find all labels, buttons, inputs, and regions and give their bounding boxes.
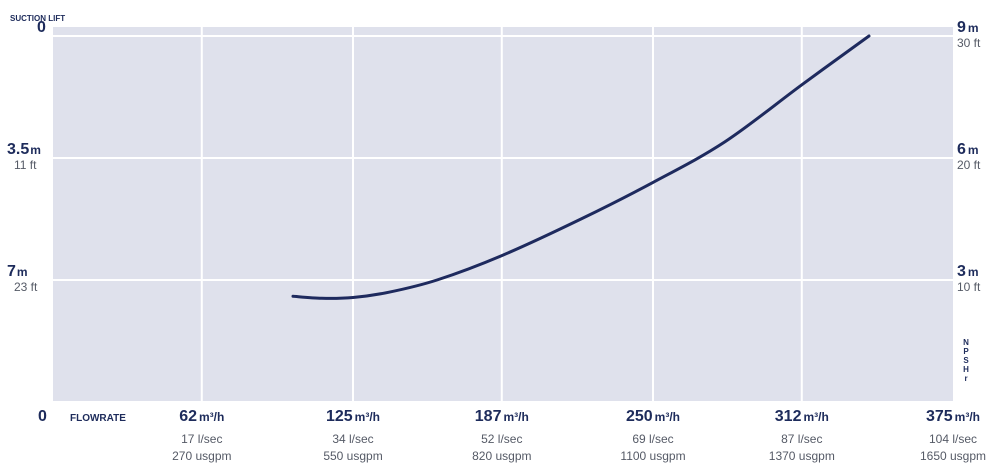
grid-lines bbox=[53, 27, 953, 403]
x-tick-label: 250 m³/h bbox=[626, 408, 680, 425]
x-tick-sub-lsec: 52 l/sec bbox=[481, 432, 522, 446]
x-tick-label: 312 m³/h bbox=[775, 408, 829, 425]
x-tick-label: 125 m³/h bbox=[326, 408, 380, 425]
left-axis-title: SUCTION LIFT bbox=[10, 14, 65, 23]
x-tick-label: 62 m³/h bbox=[179, 408, 224, 425]
right-axis-title-letter: r bbox=[964, 374, 967, 383]
right-tick-sub: 30 ft bbox=[957, 36, 981, 50]
x-tick-sub-usgpm: 820 usgpm bbox=[472, 449, 531, 463]
x-tick-sub-usgpm: 550 usgpm bbox=[323, 449, 382, 463]
left-tick-label: 0 bbox=[37, 19, 46, 36]
x-tick-label: 187 m³/h bbox=[475, 408, 529, 425]
x-axis-title: FLOWRATE bbox=[70, 413, 126, 424]
left-tick-label: 7m bbox=[7, 263, 28, 280]
right-tick-sub: 10 ft bbox=[957, 280, 981, 294]
x-tick-label: 375 m³/h bbox=[926, 408, 980, 425]
right-axis-title-letter: N bbox=[963, 338, 969, 347]
x-tick-sub-usgpm: 1100 usgpm bbox=[620, 449, 685, 463]
x-tick-sub-usgpm: 1650 usgpm bbox=[920, 449, 986, 463]
left-tick-sub: 23 ft bbox=[14, 280, 38, 294]
right-axis-ticks: 9 m30 ft 6 m20 ft 3 m10 ft bbox=[957, 19, 981, 294]
x-tick-sub-lsec: 87 l/sec bbox=[781, 432, 822, 446]
series-layer bbox=[291, 34, 871, 300]
right-axis-title-letter: H bbox=[963, 365, 969, 374]
right-tick-sub: 20 ft bbox=[957, 158, 981, 172]
x-origin-label: 0 bbox=[38, 408, 47, 425]
x-tick-sub-usgpm: 270 usgpm bbox=[172, 449, 231, 463]
right-axis-title-letter: S bbox=[963, 356, 969, 365]
plot-area bbox=[53, 27, 953, 403]
x-tick-sub-usgpm: 1370 usgpm bbox=[769, 449, 835, 463]
left-tick-sub: 11 ft bbox=[14, 158, 37, 172]
right-axis-title-letter: P bbox=[963, 347, 969, 356]
x-tick-sub-lsec: 69 l/sec bbox=[632, 432, 673, 446]
x-tick-sub-lsec: 17 l/sec bbox=[181, 432, 222, 446]
left-tick-label: 3.5m bbox=[7, 141, 41, 158]
npsh-curve bbox=[291, 34, 871, 300]
x-tick-sub-lsec: 104 l/sec bbox=[929, 432, 977, 446]
x-tick-sub-lsec: 34 l/sec bbox=[332, 432, 373, 446]
x-axis-ticks: 62 m³/h 17 l/sec 270 usgpm 125 m³/h 34 l/sec 55… bbox=[172, 408, 986, 463]
